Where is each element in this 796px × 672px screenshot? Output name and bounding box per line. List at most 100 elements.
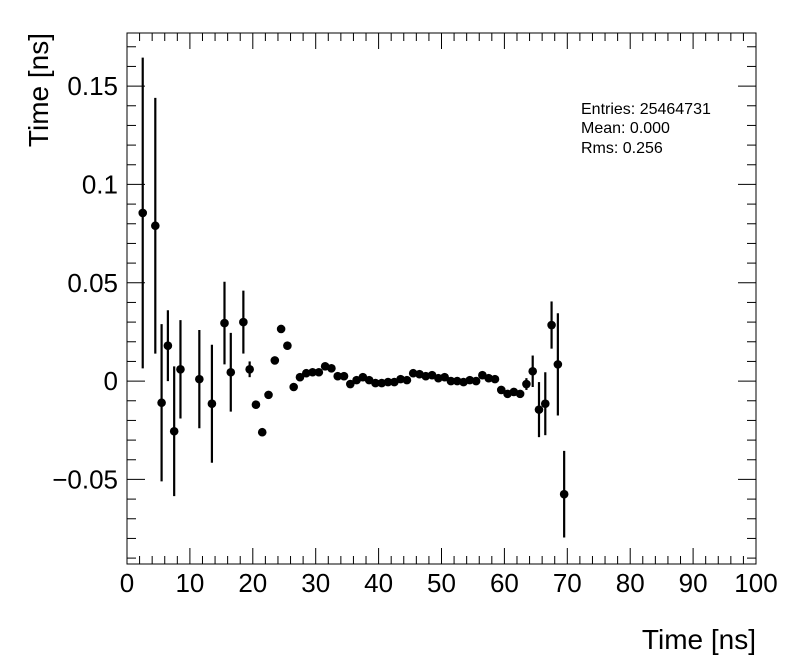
marker [345, 379, 355, 389]
marker [264, 390, 273, 400]
y-tick-labels: −0.05 0 0.05 0.1 0.15 [52, 71, 118, 494]
marker [522, 379, 531, 389]
x-tick-label: 100 [734, 568, 777, 598]
marker [396, 374, 405, 384]
marker [251, 400, 261, 410]
marker [471, 376, 481, 386]
marker [528, 366, 538, 376]
data-point [169, 366, 179, 497]
data-points [138, 57, 569, 538]
data-point [496, 385, 506, 395]
x-tick-label: 50 [427, 568, 456, 598]
marker [377, 378, 387, 388]
marker [195, 374, 204, 384]
marker [245, 365, 254, 374]
data-point [421, 371, 431, 381]
data-point [276, 324, 286, 334]
data-point [251, 400, 261, 410]
y-tick-label: 0.05 [67, 268, 118, 298]
marker [308, 367, 317, 377]
marker [559, 489, 569, 499]
data-point [465, 375, 475, 385]
data-point [452, 376, 462, 386]
x-tick-label: 10 [175, 568, 204, 598]
marker [276, 324, 286, 334]
data-point [553, 313, 563, 416]
x-tick-label: 60 [490, 568, 519, 598]
marker [283, 341, 292, 351]
marker [163, 341, 173, 351]
data-point [396, 374, 405, 384]
data-point [371, 378, 380, 388]
marker [490, 374, 500, 384]
data-point [515, 389, 525, 399]
data-point [138, 57, 148, 369]
marker [138, 208, 148, 218]
data-point [528, 355, 538, 387]
marker [434, 373, 443, 383]
marker [314, 367, 324, 377]
data-point [446, 376, 456, 386]
marker [301, 368, 311, 378]
data-point [264, 390, 273, 400]
data-point [151, 97, 160, 354]
data-point [534, 382, 544, 438]
data-point [540, 372, 550, 436]
data-point [383, 377, 393, 387]
data-point [163, 310, 173, 382]
data-point [245, 361, 254, 378]
marker [496, 385, 506, 395]
marker [547, 320, 556, 330]
y-axis-title: Time [ns] [23, 33, 54, 147]
y-tick-label: −0.05 [52, 464, 118, 494]
marker [421, 371, 431, 381]
stats-entries: Entries: 25464731 [581, 101, 711, 118]
marker [452, 376, 462, 386]
marker [257, 427, 267, 437]
data-point [301, 368, 311, 378]
marker [327, 364, 336, 373]
marker [402, 375, 412, 385]
x-tick-label: 30 [301, 568, 330, 598]
stats-box: Entries: 25464731 Mean: 0.000 Rms: 0.256 [581, 101, 711, 157]
data-point [547, 301, 556, 349]
marker [239, 317, 248, 327]
data-point [377, 378, 387, 388]
x-axis-title: Time [ns] [642, 624, 756, 655]
x-tick-labels: 0 10 20 30 40 50 60 70 80 90 100 [120, 568, 778, 598]
marker [176, 365, 185, 374]
marker [339, 371, 349, 381]
data-point [471, 376, 481, 386]
marker [465, 375, 475, 385]
marker [440, 372, 449, 382]
data-point [239, 290, 248, 354]
marker [515, 389, 525, 399]
marker [383, 377, 393, 387]
marker [534, 405, 544, 414]
data-point [283, 341, 292, 351]
marker [169, 426, 179, 436]
data-point [295, 372, 305, 382]
x-tick-label: 20 [238, 568, 267, 598]
marker [540, 399, 550, 409]
data-point [257, 427, 267, 437]
marker [484, 373, 493, 383]
marker [553, 360, 563, 369]
y-tick-label: 0.1 [82, 169, 118, 199]
data-point [333, 371, 343, 381]
data-point [440, 372, 449, 382]
data-point [490, 374, 500, 384]
data-point [314, 367, 324, 377]
data-point [308, 367, 317, 377]
data-point [289, 382, 298, 392]
data-point [327, 364, 336, 373]
axis-ticks [126, 33, 757, 564]
marker [289, 382, 298, 392]
stats-rms: Rms: 0.256 [581, 140, 663, 157]
marker [333, 371, 343, 381]
data-point [484, 373, 493, 383]
data-point [220, 281, 229, 365]
x-tick-label: 40 [364, 568, 393, 598]
data-point [339, 371, 349, 381]
